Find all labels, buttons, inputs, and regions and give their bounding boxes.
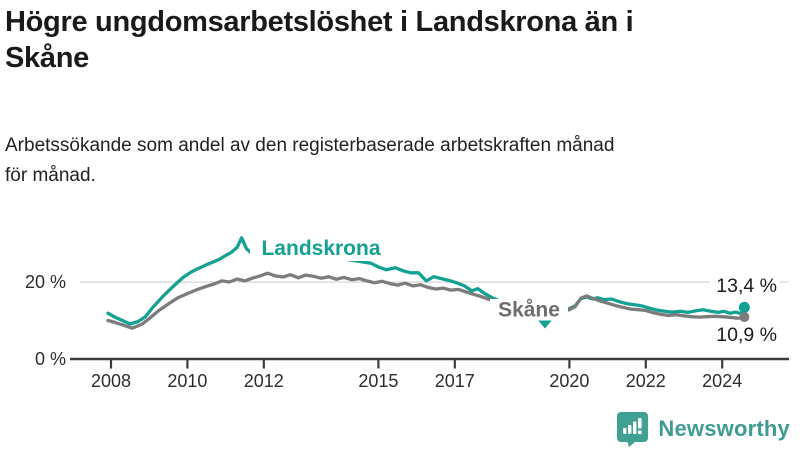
y-tick-label: 0 % — [35, 349, 66, 369]
landskrona-series-label: Landskrona — [261, 237, 380, 260]
chart-subtitle: Arbetssökande som andel av den registerb… — [5, 131, 797, 191]
x-tick-label: 2017 — [435, 371, 475, 391]
x-tick-label: 2022 — [626, 371, 666, 391]
x-tick-label: 2010 — [167, 371, 207, 391]
newsworthy-logo: Newsworthy — [616, 411, 790, 447]
chart-title-line2: Skåne — [5, 42, 89, 74]
chart-title: Högre ungdomsarbetslöshet i Landskrona ä… — [5, 4, 797, 76]
end-dot-landskrona — [738, 301, 750, 313]
chart-subtitle-line1: Arbetssökande som andel av den registerb… — [5, 135, 615, 156]
bar-chart-speech-bubble-icon — [617, 412, 649, 447]
skane-label-box — [490, 299, 568, 322]
x-tick-label: 2008 — [91, 371, 131, 391]
skane-series-label: Skåne — [498, 299, 560, 322]
dip-triangle-marker — [538, 320, 552, 329]
end-value-label-landskrona: 13,4 % — [716, 275, 777, 297]
landskrona-label-box — [250, 236, 392, 261]
x-tick-label: 2024 — [702, 371, 742, 391]
line-chart: Landskrona Skåne 2008 2010 2012 2015 2017 2020 2… — [25, 236, 789, 391]
x-tick-label: 2012 — [244, 371, 284, 391]
end-dot-skane — [739, 312, 750, 323]
chart-subtitle-line2: för månad. — [5, 165, 96, 186]
x-tick-label: 2020 — [549, 371, 589, 391]
chart-title-line1: Högre ungdomsarbetslöshet i Landskrona ä… — [5, 6, 634, 38]
x-tick-label: 2015 — [358, 371, 398, 391]
end-label-box-top — [710, 274, 780, 296]
y-tick-label: 20 % — [25, 272, 66, 292]
end-value-label-skane: 10,9 % — [716, 324, 777, 346]
newsworthy-wordmark: Newsworthy — [658, 416, 790, 441]
series-line-landskrona — [106, 236, 747, 326]
unemployment-line-chart-svg: Landskrona Skåne 2008 2010 2012 2015 2017 2020 2… — [25, 236, 789, 391]
series-line-skane — [106, 271, 747, 330]
